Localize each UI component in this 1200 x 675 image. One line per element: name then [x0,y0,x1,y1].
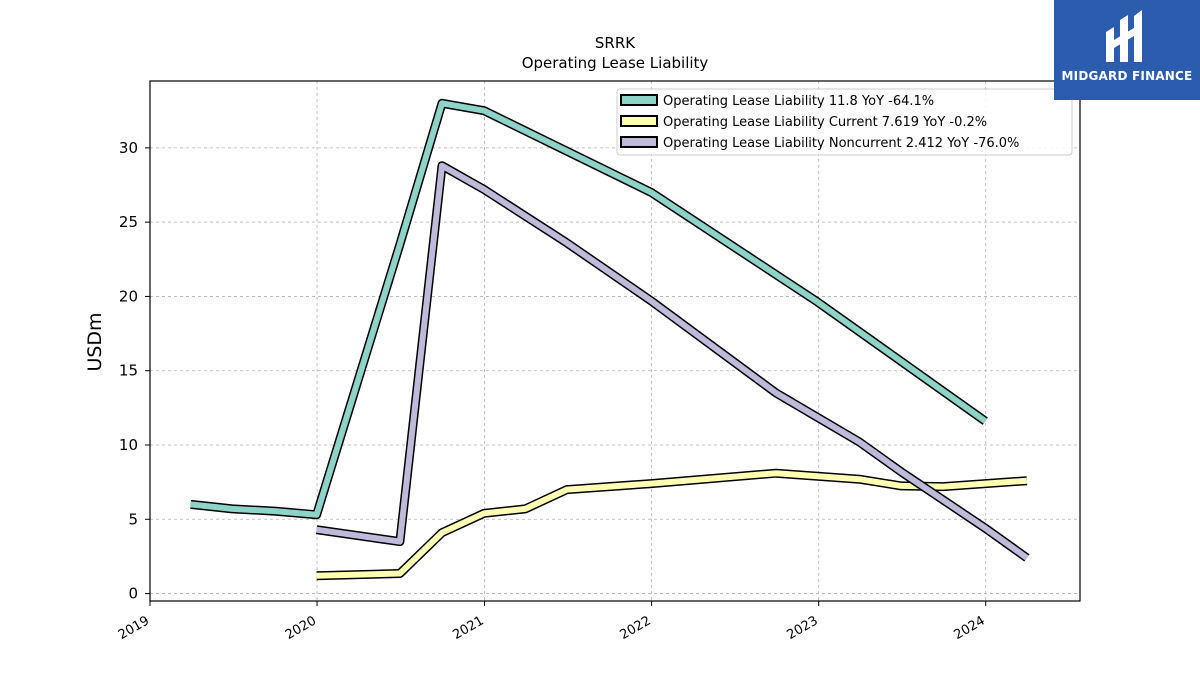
legend-label: Operating Lease Liability Noncurrent 2.4… [663,136,1019,151]
legend-label: Operating Lease Liability Current 7.619 … [663,115,987,130]
y-tick-label: 5 [128,510,138,528]
series-line-outline [190,98,988,520]
brand-logo: MIDGARD FINANCE [1054,0,1200,100]
legend-swatch [620,94,658,106]
chart-subtitle: Operating Lease Liability [522,54,709,72]
y-axis-label: USDm [84,312,106,371]
y-tick-label: 20 [119,287,138,305]
legend-label: Operating Lease Liability 11.8 YoY -64.1… [663,94,934,109]
logo-text: MIDGARD FINANCE [1061,69,1193,83]
series-line [190,98,988,520]
x-tick-label: 2023 [785,613,821,643]
plot-frame [149,80,1081,602]
x-tick-label: 2020 [283,613,319,643]
legend-swatch [620,115,658,127]
x-tick-label: 2019 [116,613,152,643]
legend-swatch [620,136,658,148]
series-line-outline [315,161,1030,562]
y-tick-label: 10 [119,436,138,454]
series-line-core [316,162,1029,561]
series-line-core [190,100,988,518]
series-line-core [316,470,1028,579]
tick-layer: 0 5 10 15 20 25 30 2019 2020 2021 2022 2023 2024 [116,139,988,643]
y-tick-label: 25 [119,213,138,231]
series-line [316,468,1028,581]
series-line [315,161,1030,562]
x-tick-label: 2021 [450,613,486,643]
legend-box [616,88,1073,156]
legend-entry: Operating Lease Liability Noncurrent 2.4… [620,136,1019,151]
x-tick-label: 2024 [952,613,988,643]
series-layer [190,98,1030,581]
grid-layer [149,81,1080,601]
y-tick-label: 30 [119,139,138,157]
y-tick-label: 15 [119,362,138,380]
legend: Operating Lease Liability 11.8 YoY -64.1… [616,88,1073,156]
y-tick-label: 0 [128,585,138,603]
x-tick-label: 2022 [617,613,653,643]
chart-title: SRRK [595,34,636,52]
legend-entry: Operating Lease Liability Current 7.619 … [620,115,987,130]
logo-mark-icon [1106,10,1142,62]
legend-entry: Operating Lease Liability 11.8 YoY -64.1… [620,94,934,109]
